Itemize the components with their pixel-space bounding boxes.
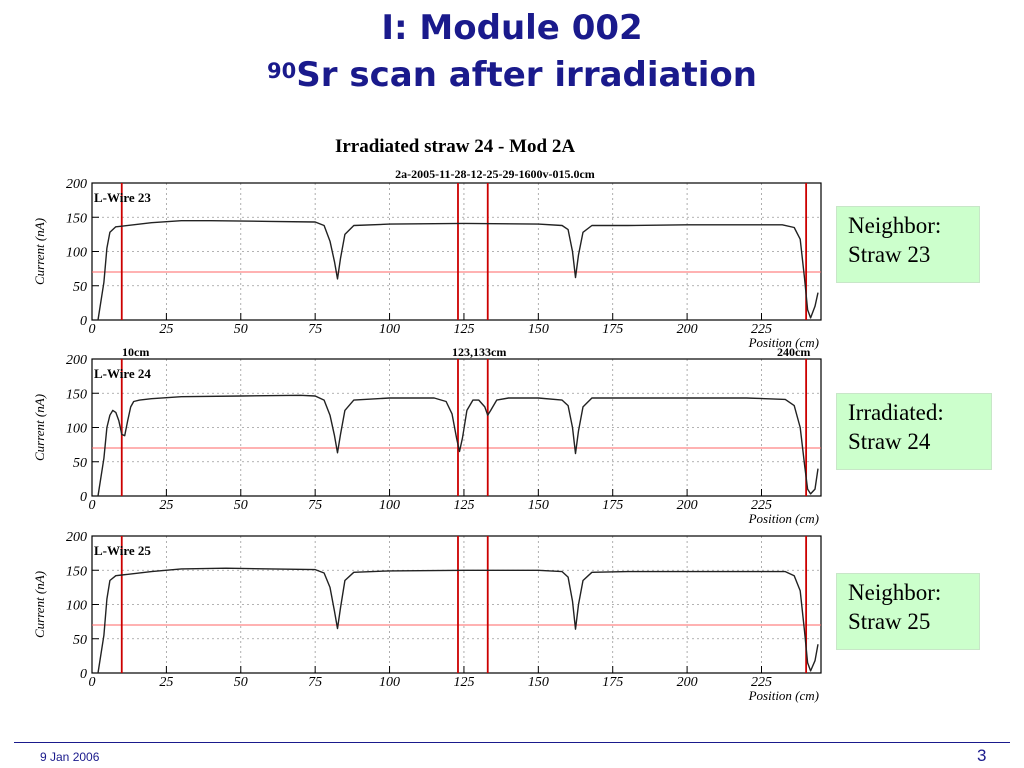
- box-line2: Straw 25: [848, 609, 931, 634]
- y-tick-label: 50: [73, 633, 87, 648]
- x-tick-label: 100: [379, 675, 400, 690]
- x-tick-label: 150: [528, 498, 549, 513]
- footer-date: 9 Jan 2006: [40, 750, 100, 764]
- y-tick-label: 100: [66, 599, 87, 614]
- x-tick-label: 25: [159, 675, 173, 690]
- x-tick-label: 25: [159, 322, 173, 337]
- x-tick-label: 225: [751, 498, 772, 513]
- y-axis-label: Current (nA): [32, 394, 47, 461]
- x-tick-label: 75: [308, 322, 322, 337]
- x-tick-label: 100: [379, 322, 400, 337]
- figure-subtitle: 2a-2005-11-28-12-25-29-1600v-015.0cm: [395, 167, 595, 181]
- y-tick-label: 200: [66, 353, 87, 368]
- y-tick-label: 0: [80, 314, 87, 329]
- neighbor-straw-25-box: Neighbor: Straw 25: [836, 573, 980, 650]
- panel-wire-23: 0 50 100 150 200 0 25 50 75 100 125 150 175 200 225Pos…: [32, 177, 822, 350]
- box-line1: Irradiated:: [848, 400, 944, 425]
- current-trace: [97, 567, 819, 674]
- x-tick-label: 175: [602, 498, 623, 513]
- panel-wire-25: 0 50 100 150 200 0 25 50 75 100 125 150 175 200 225Pos…: [32, 530, 822, 703]
- page-number: 3: [977, 746, 987, 765]
- x-tick-label: 100: [379, 498, 400, 513]
- panel-wire-24: 0 50 100 150 200 0 25 50 75 100 125 150 175 200 225Pos…: [32, 353, 822, 526]
- footer-divider: [14, 742, 1010, 743]
- marker-label-123-133cm: 123,133cm: [452, 345, 506, 359]
- x-tick-label: 175: [602, 322, 623, 337]
- subtitle-text: Sr scan after irradiation: [296, 55, 757, 95]
- x-axis-label: Position (cm): [748, 688, 819, 703]
- x-tick-label: 50: [234, 322, 248, 337]
- x-tick-label: 200: [677, 675, 698, 690]
- y-axis-label: Current (nA): [32, 571, 47, 638]
- y-tick-label: 100: [66, 246, 87, 261]
- y-tick-label: 150: [66, 387, 87, 402]
- y-tick-label: 200: [66, 530, 87, 545]
- y-axis-label: Current (nA): [32, 218, 47, 285]
- slide-subtitle: 90Sr scan after irradiation: [0, 55, 1024, 95]
- box-line1: Neighbor:: [848, 580, 942, 605]
- y-tick-label: 150: [66, 211, 87, 226]
- current-trace: [97, 394, 819, 497]
- x-tick-label: 225: [751, 322, 772, 337]
- scan-figure: Irradiated straw 24 - Mod 2A 2a-2005-11-…: [32, 136, 822, 703]
- x-axis-label: Position (cm): [748, 335, 819, 350]
- x-axis-label: Position (cm): [748, 511, 819, 526]
- x-tick-label: 75: [308, 498, 322, 513]
- y-tick-label: 150: [66, 564, 87, 579]
- x-tick-label: 125: [453, 322, 474, 337]
- plot-frame: [91, 535, 822, 674]
- x-tick-label: 150: [528, 675, 549, 690]
- x-tick-label: 25: [159, 498, 173, 513]
- wire-label: L-Wire 25: [94, 543, 151, 558]
- plot-frame: [91, 358, 822, 497]
- x-tick-label: 200: [677, 498, 698, 513]
- x-tick-label: 200: [677, 322, 698, 337]
- x-tick-label: 0: [89, 675, 96, 690]
- box-line2: Straw 23: [848, 242, 931, 267]
- marker-label-10cm: 10cm: [122, 345, 149, 359]
- box-line2: Straw 24: [848, 429, 931, 454]
- y-tick-label: 0: [80, 667, 87, 682]
- x-tick-label: 175: [602, 675, 623, 690]
- box-line1: Neighbor:: [848, 213, 942, 238]
- marker-label-240cm: 240cm: [777, 345, 810, 359]
- y-tick-label: 50: [73, 456, 87, 471]
- y-tick-label: 0: [80, 490, 87, 505]
- slide-title: I: Module 002: [381, 8, 643, 48]
- x-tick-label: 150: [528, 322, 549, 337]
- y-tick-label: 200: [66, 177, 87, 192]
- plot-frame: [91, 182, 822, 321]
- x-tick-label: 50: [234, 675, 248, 690]
- y-tick-label: 50: [73, 280, 87, 295]
- y-tick-label: 100: [66, 422, 87, 437]
- x-tick-label: 225: [751, 675, 772, 690]
- irradiated-straw-24-box: Irradiated: Straw 24: [836, 393, 992, 470]
- x-tick-label: 0: [89, 322, 96, 337]
- x-tick-label: 50: [234, 498, 248, 513]
- x-tick-label: 0: [89, 498, 96, 513]
- x-tick-label: 125: [453, 675, 474, 690]
- figure-title: Irradiated straw 24 - Mod 2A: [335, 136, 575, 157]
- isotope-mass-number: 90: [267, 59, 297, 83]
- current-trace: [97, 219, 819, 321]
- neighbor-straw-23-box: Neighbor: Straw 23: [836, 206, 980, 283]
- x-tick-label: 75: [308, 675, 322, 690]
- wire-label: L-Wire 24: [94, 366, 151, 381]
- wire-label: L-Wire 23: [94, 190, 151, 205]
- x-tick-label: 125: [453, 498, 474, 513]
